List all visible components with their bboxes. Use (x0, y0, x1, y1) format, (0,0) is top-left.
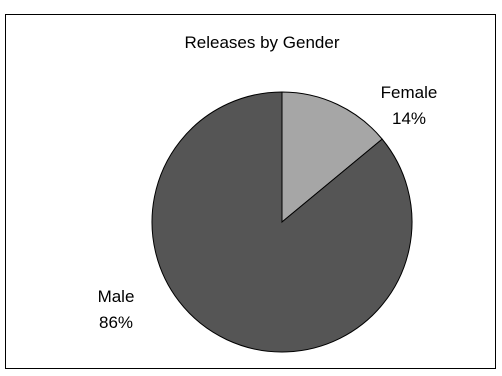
slice-label-female-name: Female (381, 83, 438, 102)
slice-label-male-name: Male (98, 287, 135, 306)
pie-slices (151, 91, 413, 353)
pie-slice-male (151, 91, 413, 353)
slice-label-male-percent: 86% (99, 313, 133, 332)
chart-title: Releases by Gender (185, 33, 340, 52)
pie-slice-female (281, 91, 383, 224)
slice-label-female-percent: 14% (392, 109, 426, 128)
